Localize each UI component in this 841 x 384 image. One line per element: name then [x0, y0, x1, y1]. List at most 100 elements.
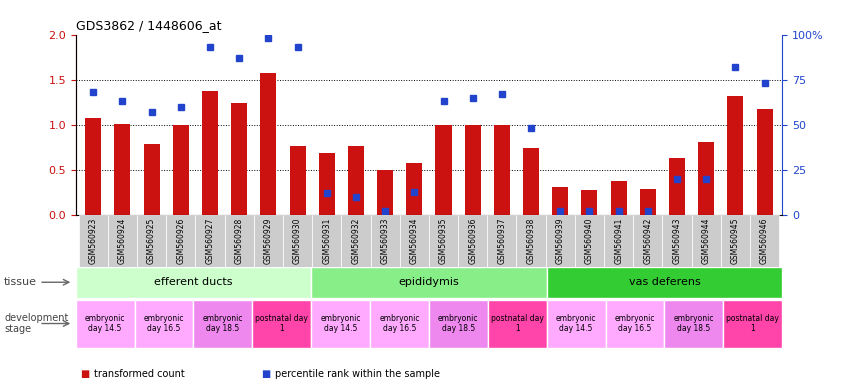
- Text: postnatal day
1: postnatal day 1: [491, 314, 543, 333]
- Text: vas deferens: vas deferens: [628, 277, 701, 287]
- Bar: [436, 125, 452, 215]
- Bar: [76, 267, 311, 298]
- Text: embryonic
day 14.5: embryonic day 14.5: [85, 314, 125, 333]
- Bar: [193, 300, 252, 348]
- Bar: [370, 300, 429, 348]
- Bar: [691, 215, 721, 267]
- Bar: [488, 300, 547, 348]
- Text: GSM560937: GSM560937: [497, 218, 506, 264]
- Text: GSM560925: GSM560925: [147, 218, 156, 264]
- Bar: [371, 215, 399, 267]
- Bar: [669, 158, 685, 215]
- Text: percentile rank within the sample: percentile rank within the sample: [275, 369, 440, 379]
- Bar: [465, 125, 481, 215]
- Bar: [399, 215, 429, 267]
- Bar: [231, 103, 247, 215]
- Bar: [311, 267, 547, 298]
- Bar: [76, 300, 135, 348]
- Bar: [664, 300, 723, 348]
- Text: GSM560940: GSM560940: [585, 218, 594, 264]
- Bar: [663, 215, 691, 267]
- Bar: [429, 215, 458, 267]
- Bar: [377, 170, 393, 215]
- Bar: [721, 215, 750, 267]
- Text: GSM560939: GSM560939: [556, 218, 565, 264]
- Bar: [225, 215, 254, 267]
- Bar: [523, 148, 539, 215]
- Text: postnatal day
1: postnatal day 1: [727, 314, 779, 333]
- Bar: [429, 300, 488, 348]
- Bar: [108, 215, 137, 267]
- Text: embryonic
day 14.5: embryonic day 14.5: [320, 314, 361, 333]
- Bar: [604, 215, 633, 267]
- Text: development
stage: development stage: [4, 313, 69, 334]
- Bar: [406, 163, 422, 215]
- Text: GSM560935: GSM560935: [439, 218, 448, 264]
- Bar: [312, 215, 341, 267]
- Text: embryonic
day 14.5: embryonic day 14.5: [556, 314, 596, 333]
- Text: GSM560936: GSM560936: [468, 218, 477, 264]
- Text: GSM560932: GSM560932: [352, 218, 361, 264]
- Bar: [261, 73, 277, 215]
- Bar: [283, 215, 312, 267]
- Text: GSM560931: GSM560931: [322, 218, 331, 264]
- Bar: [611, 181, 627, 215]
- Text: GSM560941: GSM560941: [614, 218, 623, 264]
- Text: GSM560923: GSM560923: [88, 218, 98, 264]
- Bar: [319, 153, 335, 215]
- Bar: [581, 190, 597, 215]
- Text: ■: ■: [261, 369, 270, 379]
- Bar: [167, 215, 195, 267]
- Bar: [547, 300, 606, 348]
- Bar: [458, 215, 487, 267]
- Bar: [348, 146, 364, 215]
- Bar: [494, 125, 510, 215]
- Bar: [252, 300, 311, 348]
- Bar: [757, 109, 773, 215]
- Text: GSM560927: GSM560927: [205, 218, 214, 264]
- Bar: [516, 215, 546, 267]
- Text: embryonic
day 18.5: embryonic day 18.5: [438, 314, 479, 333]
- Text: efferent ducts: efferent ducts: [154, 277, 233, 287]
- Text: embryonic
day 16.5: embryonic day 16.5: [144, 314, 184, 333]
- Text: embryonic
day 18.5: embryonic day 18.5: [674, 314, 714, 333]
- Text: GSM560943: GSM560943: [673, 218, 681, 264]
- Text: GSM560933: GSM560933: [381, 218, 389, 264]
- Text: GDS3862 / 1448606_at: GDS3862 / 1448606_at: [76, 19, 221, 32]
- Text: postnatal day
1: postnatal day 1: [256, 314, 308, 333]
- Text: transformed count: transformed count: [94, 369, 185, 379]
- Text: GSM560924: GSM560924: [118, 218, 127, 264]
- Text: GSM560926: GSM560926: [177, 218, 185, 264]
- Bar: [553, 187, 569, 215]
- Bar: [202, 91, 218, 215]
- Bar: [487, 215, 516, 267]
- Bar: [114, 124, 130, 215]
- Bar: [78, 215, 108, 267]
- Text: embryonic
day 16.5: embryonic day 16.5: [615, 314, 655, 333]
- Bar: [85, 118, 101, 215]
- Text: ■: ■: [80, 369, 89, 379]
- Bar: [289, 146, 305, 215]
- Bar: [698, 142, 714, 215]
- Text: GSM560929: GSM560929: [264, 218, 272, 264]
- Bar: [144, 144, 160, 215]
- Bar: [575, 215, 604, 267]
- Text: GSM560946: GSM560946: [760, 218, 770, 264]
- Text: GSM560945: GSM560945: [731, 218, 740, 264]
- Bar: [640, 189, 656, 215]
- Bar: [341, 215, 371, 267]
- Text: tissue: tissue: [4, 277, 37, 287]
- Text: GSM560934: GSM560934: [410, 218, 419, 264]
- Text: GSM560942: GSM560942: [643, 218, 653, 264]
- Text: GSM560930: GSM560930: [293, 218, 302, 264]
- Text: embryonic
day 18.5: embryonic day 18.5: [203, 314, 243, 333]
- Bar: [547, 267, 782, 298]
- Bar: [606, 300, 664, 348]
- Bar: [195, 215, 225, 267]
- Bar: [135, 300, 193, 348]
- Text: epididymis: epididymis: [399, 277, 459, 287]
- Text: GSM560944: GSM560944: [701, 218, 711, 264]
- Bar: [546, 215, 575, 267]
- Bar: [137, 215, 167, 267]
- Bar: [254, 215, 283, 267]
